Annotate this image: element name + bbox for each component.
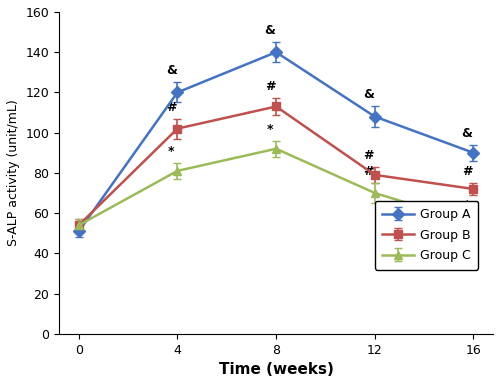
Text: &: & bbox=[363, 88, 374, 101]
Text: *: * bbox=[168, 145, 174, 158]
Text: #: # bbox=[462, 165, 472, 178]
Text: #: # bbox=[166, 101, 176, 114]
Y-axis label: S-ALP activity (unit/mL): S-ALP activity (unit/mL) bbox=[7, 99, 20, 246]
X-axis label: Time (weeks): Time (weeks) bbox=[218, 362, 334, 377]
Text: *: * bbox=[266, 122, 273, 136]
Text: &: & bbox=[462, 127, 472, 140]
Text: #: # bbox=[364, 165, 374, 178]
Text: &: & bbox=[264, 24, 276, 37]
Text: *: * bbox=[464, 199, 470, 212]
Legend: Group A, Group B, Group C: Group A, Group B, Group C bbox=[375, 200, 478, 270]
Text: &: & bbox=[166, 64, 176, 77]
Text: #: # bbox=[264, 80, 275, 93]
Text: #: # bbox=[364, 149, 374, 162]
